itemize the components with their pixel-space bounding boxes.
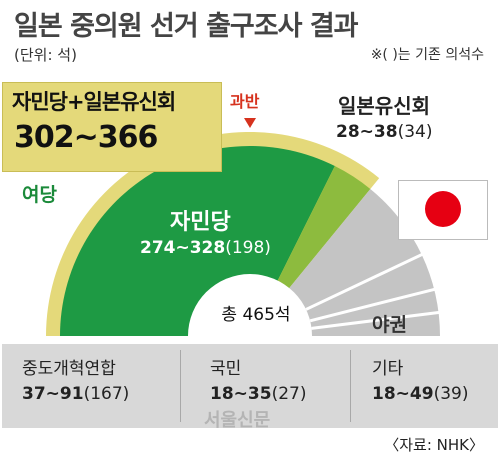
party-range-other: 18~49(39): [372, 384, 468, 404]
panel-divider: [350, 350, 351, 422]
majority-label: 과반: [230, 92, 260, 111]
party-name-kokumin: 국민: [210, 359, 242, 379]
panel-divider: [180, 350, 181, 422]
ruling-party-label: 여당: [22, 184, 57, 206]
ishin-range-value: 28~38: [336, 122, 398, 142]
opposition-stripes: [305, 252, 441, 330]
flag-red-disc: [425, 191, 461, 227]
majority-marker: [244, 118, 256, 128]
other-range-value: 18~49: [372, 384, 434, 404]
unit-note: (단위: 석): [14, 46, 77, 64]
ldp-previous-seats: (198): [225, 238, 271, 258]
chart-title: 일본 중의원 선거 출구조사 결과: [14, 11, 359, 42]
party-name-chudo: 중도개혁연합: [22, 359, 116, 379]
source-note: 〈자료: NHK〉: [384, 436, 484, 454]
coalition-box: [2, 82, 222, 172]
other-previous-seats: (39): [433, 384, 469, 404]
party-range-ldp: 274~328(198): [140, 238, 271, 258]
chudo-range-value: 37~91: [22, 384, 84, 404]
party-name-ldp: 자민당: [170, 210, 231, 235]
previous-seats-note: ※( )는 기존 의석수: [370, 47, 484, 63]
opposition-panel: [2, 344, 498, 428]
chudo-previous-seats: (167): [83, 384, 130, 404]
kokumin-range-value: 18~35: [210, 384, 272, 404]
ldp-range-value: 274~328: [140, 238, 226, 258]
kokumin-previous-seats: (27): [271, 384, 307, 404]
party-range-chudo: 37~91(167): [22, 384, 129, 404]
party-range-kokumin: 18~35(27): [210, 384, 306, 404]
coalition-name: 자민당+일본유신회: [12, 90, 176, 114]
coalition-range: 302~366: [14, 120, 158, 155]
ishin-previous-seats: (34): [397, 122, 433, 142]
total-seats-label: 총 465석: [221, 305, 291, 325]
party-range-ishin: 28~38(34): [336, 122, 432, 142]
opposition-stripe: [305, 252, 425, 311]
party-name-ishin: 일본유신회: [338, 94, 430, 118]
opposition-stripe: [309, 287, 437, 323]
party-name-other: 기타: [372, 359, 404, 379]
opposition-label: 야권: [372, 314, 407, 336]
opposition-stripe: [311, 310, 441, 330]
watermark: 서울신문: [204, 410, 271, 431]
